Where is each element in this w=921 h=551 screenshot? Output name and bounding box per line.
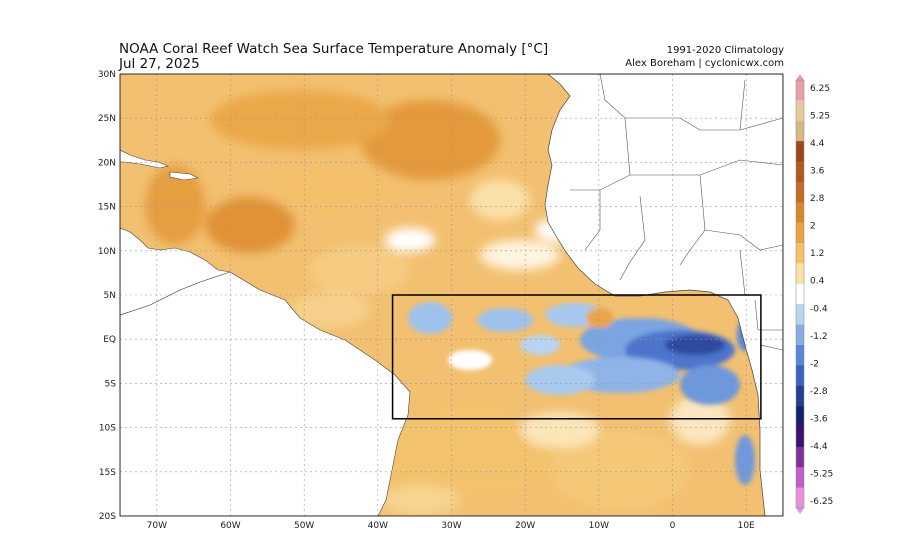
country-borders <box>570 74 783 351</box>
lat-label-10N: 10N <box>98 247 116 257</box>
land-hispaniola <box>169 171 199 181</box>
colorbar-segment <box>796 120 804 142</box>
map-frame <box>119 73 784 517</box>
longitude-labels: 70W 60W 50W 40W 30W 20W 10W 0 10E <box>147 521 755 531</box>
lat-label-30N: 30N <box>98 70 116 80</box>
land-cuba <box>120 149 169 169</box>
atlantic-nino-box <box>391 294 762 420</box>
lon-label-40W: 40W <box>368 521 388 531</box>
lon-label-60W: 60W <box>220 521 240 531</box>
latitude-labels: 30N 25N 20N 15N 10N 5N EQ 5S 10S 15S 20S <box>98 70 116 522</box>
colorbar-segment <box>796 467 804 489</box>
colorbar-segment <box>796 385 804 407</box>
lon-label-50W: 50W <box>294 521 314 531</box>
colorbar-segment <box>796 80 804 101</box>
colorbar-bottom-arrow <box>796 508 804 514</box>
colorbar-label: 4.4 <box>810 139 825 149</box>
lat-label-5N: 5N <box>104 291 116 301</box>
colorbar <box>795 74 805 514</box>
land-africa <box>544 74 783 516</box>
lat-label-15S: 15S <box>99 468 116 478</box>
colorbar-segment <box>796 263 804 285</box>
colorbar-label: -5.25 <box>810 469 833 479</box>
colorbar-segment <box>796 222 804 244</box>
credit-label: Alex Boreham | cyclonicwx.com <box>625 58 784 69</box>
lon-label-30W: 30W <box>441 521 461 531</box>
lat-label-15N: 15N <box>98 203 116 213</box>
colorbar-label: -2.8 <box>810 387 828 397</box>
lon-label-10W: 10W <box>589 521 609 531</box>
lat-label-25N: 25N <box>98 114 116 124</box>
colorbar-segment <box>796 446 804 468</box>
colorbar-segment <box>796 324 804 346</box>
colorbar-segment <box>796 304 804 326</box>
colorbar-label: 3.6 <box>810 167 825 177</box>
chart-date: Jul 27, 2025 <box>119 56 200 72</box>
lon-label-10E: 10E <box>738 521 755 531</box>
colorbar-segment <box>796 202 804 224</box>
colorbar-label: 1.2 <box>810 249 824 259</box>
colorbar-label: 0.4 <box>810 277 825 287</box>
colorbar-label: -4.4 <box>810 442 828 452</box>
colorbar-top-arrow <box>796 74 804 80</box>
colorbar-label: 2 <box>810 222 816 232</box>
climatology-label: 1991-2020 Climatology <box>666 45 784 56</box>
lon-label-70W: 70W <box>147 521 167 531</box>
land-northern-south-america <box>120 227 231 316</box>
colorbar-label: -6.25 <box>810 497 833 507</box>
map-plot-area <box>120 74 783 516</box>
lat-label-EQ: EQ <box>103 335 116 345</box>
lon-label-20W: 20W <box>515 521 535 531</box>
colorbar-segment <box>796 365 804 387</box>
colorbar-label: 2.8 <box>810 194 825 204</box>
colorbar-segment <box>796 181 804 203</box>
colorbar-labels: 6.25 5.25 4.4 3.6 2.8 2 1.2 0.4 -0.4 -1.2 -2 -2.8 -3… <box>810 84 833 507</box>
colorbar-label: -0.4 <box>810 304 828 314</box>
colorbar-segment <box>796 243 804 264</box>
lat-label-10S: 10S <box>99 424 116 434</box>
lat-label-20S: 20S <box>99 512 116 522</box>
colorbar-segment <box>796 283 804 305</box>
colorbar-label: -1.2 <box>810 332 828 342</box>
lat-label-5S: 5S <box>105 379 117 389</box>
colorbar-segment <box>796 487 804 509</box>
colorbar-frame <box>795 79 805 509</box>
colorbar-segment <box>796 161 804 183</box>
chart-title: NOAA Coral Reef Watch Sea Surface Temper… <box>119 41 549 57</box>
colorbar-segment <box>796 344 804 366</box>
lat-label-20N: 20N <box>98 158 116 168</box>
colorbar-label: 6.25 <box>810 84 830 94</box>
colorbar-label: -2 <box>810 359 819 369</box>
colorbar-label: 5.25 <box>810 112 830 122</box>
colorbar-label: -3.6 <box>810 414 828 424</box>
colorbar-segment <box>796 100 804 122</box>
colorbar-segment <box>796 406 804 427</box>
lon-label-0: 0 <box>670 521 676 531</box>
cool-anomaly-field <box>408 302 755 485</box>
colorbar-segment <box>796 141 804 163</box>
colorbar-segment <box>796 426 804 448</box>
